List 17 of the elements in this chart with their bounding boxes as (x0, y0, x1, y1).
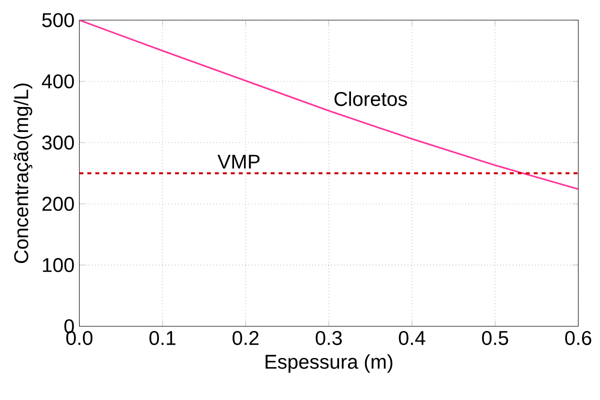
x-tick-label: 0.4 (398, 330, 426, 346)
x-axis-title: Espessura (m) (266, 354, 392, 373)
y-tick-label: 500 (42, 13, 74, 28)
series-label: Cloretos (334, 91, 407, 106)
x-tick-label: 0.3 (316, 330, 342, 346)
y-tick-label: 200 (42, 196, 74, 211)
y-tick-label: 300 (42, 136, 74, 150)
ref-line-label: VMP (218, 154, 260, 169)
y-axis-title: Concentração(mg/L) (14, 84, 32, 264)
y-tick-label: 100 (42, 258, 74, 272)
x-tick-label: 0.5 (482, 330, 508, 346)
x-tick-label: 0.6 (565, 330, 592, 346)
x-tick-label: 0.0 (66, 330, 92, 346)
y-tick-label: 400 (42, 74, 74, 88)
x-tick-label: 0.2 (232, 330, 259, 346)
line-series (79, 20, 578, 190)
x-tick-label: 0.1 (149, 330, 176, 346)
